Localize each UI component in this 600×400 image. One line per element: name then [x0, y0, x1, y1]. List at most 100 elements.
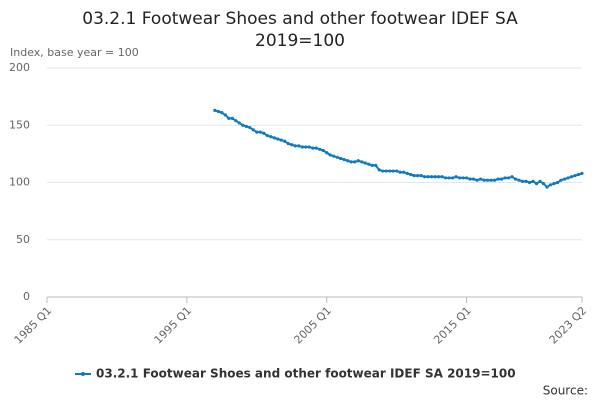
point — [255, 130, 259, 134]
point — [398, 170, 402, 174]
point — [482, 178, 486, 182]
point — [458, 176, 462, 180]
point — [566, 176, 570, 180]
point — [555, 180, 560, 185]
point — [304, 145, 308, 149]
y-tick-label: 0 — [23, 290, 30, 303]
point — [430, 175, 434, 179]
point — [377, 168, 381, 172]
point — [419, 174, 423, 178]
point — [506, 176, 511, 180]
point — [307, 145, 311, 149]
point — [391, 169, 395, 173]
point — [478, 177, 483, 181]
point — [213, 108, 217, 112]
y-tick-label: 150 — [9, 118, 30, 131]
point — [227, 116, 231, 120]
point — [265, 133, 269, 138]
point — [300, 145, 304, 149]
point — [451, 176, 455, 180]
x-tick-label: 2015 Q1 — [431, 304, 474, 347]
x-tick-label: 2005 Q1 — [291, 304, 334, 347]
point — [409, 172, 413, 177]
point — [569, 175, 574, 179]
point — [234, 119, 238, 123]
point — [416, 174, 420, 178]
point — [248, 125, 252, 130]
point — [465, 176, 469, 180]
point — [290, 143, 294, 147]
point — [353, 160, 357, 164]
point — [461, 176, 465, 180]
point — [485, 178, 490, 182]
point — [531, 179, 535, 183]
point — [562, 177, 567, 181]
x-tick-label: 2023 Q2 — [547, 304, 590, 347]
x-tick-label: 1995 Q1 — [152, 304, 195, 347]
point — [251, 128, 255, 132]
point — [412, 174, 416, 178]
point — [447, 176, 451, 180]
point — [440, 175, 444, 179]
point — [283, 139, 287, 143]
point — [374, 163, 378, 167]
point — [559, 178, 563, 182]
point — [381, 169, 385, 173]
point — [468, 177, 472, 181]
point — [541, 182, 546, 186]
point — [325, 151, 329, 155]
legend-marker — [81, 372, 85, 376]
point — [318, 147, 322, 151]
point — [534, 182, 539, 186]
point — [339, 156, 343, 161]
point — [437, 175, 441, 179]
y-axis-label: Index, base year = 100 — [10, 46, 139, 59]
x-tick-label: 1985 Q1 — [12, 304, 55, 347]
point — [433, 175, 437, 179]
y-tick-label: 50 — [16, 233, 30, 246]
point — [321, 148, 325, 153]
point — [384, 169, 388, 173]
point — [367, 162, 371, 166]
point — [286, 141, 290, 146]
point — [520, 179, 525, 183]
point — [426, 175, 430, 179]
point — [360, 160, 364, 164]
point — [527, 180, 532, 185]
point — [503, 176, 507, 180]
point — [510, 175, 514, 179]
point — [332, 154, 336, 158]
point — [297, 144, 301, 148]
series-line — [214, 109, 583, 189]
point — [262, 131, 266, 135]
point — [276, 137, 280, 141]
point — [311, 146, 315, 150]
y-tick-label: 200 — [9, 61, 30, 74]
point — [444, 176, 448, 180]
point — [395, 169, 399, 173]
point — [237, 121, 241, 125]
point — [405, 171, 409, 175]
point — [475, 178, 479, 182]
point — [402, 170, 406, 174]
chart-title: 03.2.1 Footwear Shoes and other footwear… — [82, 9, 518, 51]
point — [489, 178, 493, 182]
point — [454, 175, 458, 179]
point — [513, 177, 518, 181]
point — [524, 179, 528, 183]
point — [335, 155, 339, 159]
point — [314, 146, 318, 150]
point — [370, 163, 374, 167]
point — [223, 113, 227, 117]
point — [346, 159, 350, 163]
point — [496, 177, 500, 181]
point — [548, 183, 553, 187]
legend-label: 03.2.1 Footwear Shoes and other footwear… — [96, 367, 516, 381]
point — [499, 177, 504, 181]
point — [269, 135, 273, 139]
point — [216, 109, 220, 114]
point — [576, 172, 581, 177]
point — [388, 169, 392, 173]
